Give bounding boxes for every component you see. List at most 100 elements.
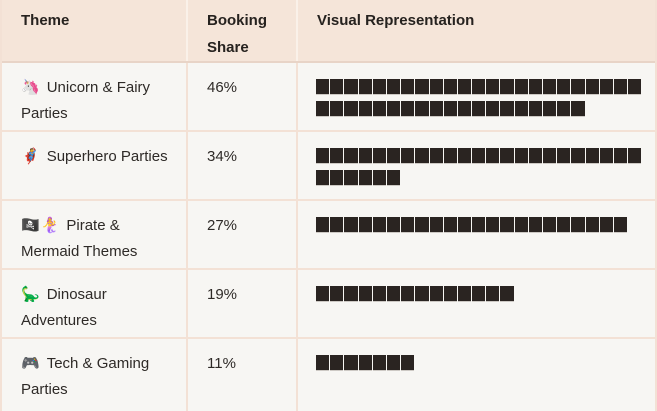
bar-block [330, 217, 344, 232]
booking-share-cell: 27% [186, 201, 296, 268]
bar-block [429, 101, 443, 116]
table-row: 🏴‍☠️🧜‍♀️ Pirate & Mermaid Themes 27% [2, 201, 655, 270]
bar-block [344, 79, 358, 94]
theme-label: Tech & Gaming Parties [21, 355, 150, 398]
bar-block [543, 148, 557, 163]
bar-block [344, 148, 358, 163]
bar-block [599, 79, 613, 94]
table-row: 🎮 Tech & Gaming Parties 11% [2, 339, 655, 411]
bar-block [557, 217, 571, 232]
bar-block [613, 79, 628, 94]
bar-block [316, 79, 330, 94]
bar-block [514, 148, 528, 163]
bar-block [514, 217, 528, 232]
bar-block [358, 355, 372, 370]
bar-block [386, 217, 401, 232]
table-row: 🦄 Unicorn & Fairy Parties 46% [2, 63, 655, 132]
bar-block [316, 170, 330, 185]
booking-share-cell: 19% [186, 270, 296, 337]
bar-block [386, 286, 401, 301]
bar-block [386, 170, 401, 185]
bar-block [571, 217, 585, 232]
bar-block [372, 79, 386, 94]
block-bar [316, 217, 651, 232]
bar-block [457, 101, 472, 116]
bar-block [443, 286, 457, 301]
bar-block [415, 101, 429, 116]
bar-block [358, 217, 372, 232]
bar-block [472, 79, 486, 94]
bar-block [443, 79, 457, 94]
bar-block [316, 148, 330, 163]
bar-block [571, 79, 585, 94]
bar-block [358, 148, 372, 163]
table-row: 🦸 Superhero Parties 34% [2, 132, 655, 201]
visual-representation-cell [296, 63, 655, 130]
bar-block [344, 286, 358, 301]
bar-block [372, 148, 386, 163]
table-row: 🦕 Dinosaur Adventures 19% [2, 270, 655, 339]
bar-block [372, 286, 386, 301]
bar-block [344, 217, 358, 232]
bar-block [557, 79, 571, 94]
bar-block [372, 217, 386, 232]
table-header-row: Theme Booking Share Visual Representatio… [2, 0, 655, 63]
bar-block [585, 217, 599, 232]
bar-block [316, 217, 330, 232]
theme-cell: 🎮 Tech & Gaming Parties [2, 339, 186, 411]
bar-block [429, 217, 443, 232]
bar-block [401, 79, 415, 94]
bar-block [401, 286, 415, 301]
bar-block [599, 148, 613, 163]
bar-block [500, 101, 514, 116]
bar-block [500, 148, 514, 163]
bar-block [372, 355, 386, 370]
bar-block [316, 355, 330, 370]
bar-block [401, 101, 415, 116]
theme-cell: 🦄 Unicorn & Fairy Parties [2, 63, 186, 130]
bar-block [401, 217, 415, 232]
bar-block [358, 286, 372, 301]
bar-block [543, 79, 557, 94]
bar-block [599, 217, 613, 232]
bar-block [415, 79, 429, 94]
bar-block [358, 79, 372, 94]
visual-representation-cell [296, 270, 655, 337]
bar-block [500, 79, 514, 94]
bar-block [316, 101, 330, 116]
bar-block [330, 148, 344, 163]
bar-block [543, 101, 557, 116]
bar-block [372, 170, 386, 185]
column-header-theme: Theme [21, 12, 70, 29]
column-header-visual-representation: Visual Representation [296, 0, 655, 61]
theme-cell: 🦸 Superhero Parties [2, 132, 186, 199]
theme-label: Pirate & Mermaid Themes [21, 217, 138, 260]
theme-label: Unicorn & Fairy Parties [21, 79, 151, 122]
bar-block [486, 286, 500, 301]
game-controller-emoji-icon: 🎮 [21, 355, 41, 372]
bar-block [386, 79, 401, 94]
bar-block [571, 101, 585, 116]
bar-block [457, 286, 472, 301]
bar-block [557, 148, 571, 163]
bar-block [457, 217, 472, 232]
bar-block [429, 286, 443, 301]
theme-label: Dinosaur Adventures [21, 286, 107, 329]
bar-block [557, 101, 571, 116]
bar-block [344, 170, 358, 185]
pirate-mermaid-emoji-icon: 🏴‍☠️🧜‍♀️ [21, 217, 61, 234]
bar-block [372, 101, 386, 116]
bar-block [330, 355, 344, 370]
dinosaur-emoji-icon: 🦕 [21, 286, 41, 303]
bar-block [457, 148, 472, 163]
bar-block [472, 148, 486, 163]
bar-block [386, 355, 401, 370]
bar-block [443, 101, 457, 116]
bar-block [344, 355, 358, 370]
bar-block [514, 101, 528, 116]
bar-block [486, 217, 500, 232]
block-bar [316, 355, 651, 370]
bar-block [528, 101, 542, 116]
bar-block [543, 217, 557, 232]
column-header-booking-share: Booking Share [186, 0, 296, 61]
